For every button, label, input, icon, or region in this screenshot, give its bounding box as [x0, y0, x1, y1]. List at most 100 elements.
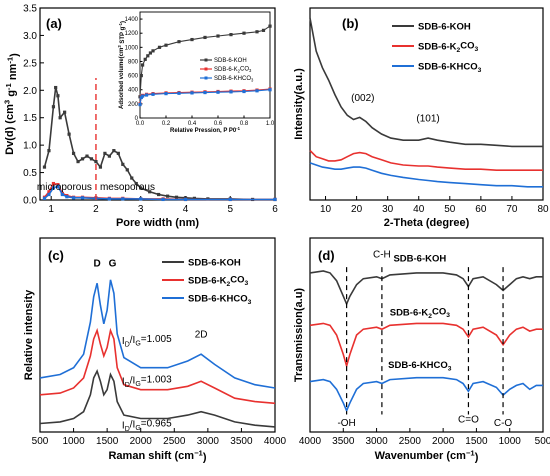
- panel-a-inset-legend-label: SDB-6-KHCO3: [214, 76, 254, 82]
- panel-a-series-1-point: [47, 190, 51, 194]
- panel-c-legend-label-part: 3: [248, 299, 252, 306]
- panel-a-xtick-label: 5: [227, 204, 233, 215]
- panel-a-ylabel-part: nm: [7, 63, 19, 83]
- panel-c-xtick-label: 4000: [264, 436, 287, 447]
- panel-d-band-ch: C-H: [373, 249, 391, 260]
- panel-a-series-2-point: [107, 197, 111, 201]
- panel-c-ratio-0-part: /I: [130, 335, 136, 346]
- panel-a-ytick-label: 2.0: [23, 86, 37, 97]
- panel-b-xtick-label: 30: [382, 204, 394, 215]
- panel-a-series-0-point: [139, 186, 143, 190]
- panel-c-band-2d: 2D: [195, 329, 208, 340]
- panel-a-inset-series-2-point: [138, 102, 142, 107]
- panel-c-band-d: D: [93, 258, 100, 269]
- panel-d-series-label-1: SDB-6-K2CO3: [390, 307, 450, 320]
- panel-a-inset-xlabel: Relative Pression, P P0-1: [170, 126, 241, 134]
- panel-d-xtick-label: 4000: [299, 436, 322, 447]
- panel-a-inset-ytick-label: 1400: [125, 17, 139, 23]
- panel-b-legend-label: SDB-6-KHCO3: [418, 62, 482, 74]
- panel-a-inset-series-0-point: [203, 35, 207, 40]
- panel-c-xtick-label: 1500: [96, 436, 119, 447]
- panel-a-series-1-point: [56, 183, 60, 187]
- panel-a-inset-legend-label-part: 3: [249, 68, 252, 73]
- panel-b-tag: (b): [342, 16, 359, 31]
- panel-a-series-2-point: [47, 192, 51, 197]
- panel-c-xtick-label: 1000: [62, 436, 85, 447]
- panel-a-inset-ytick-label: 400: [128, 88, 139, 94]
- panel-a-series-2-point: [80, 196, 85, 200]
- panel-a-series-0-point: [56, 94, 60, 98]
- panel-a-series-0-point: [47, 149, 51, 153]
- panel-c-ratio-1-part: /I: [130, 376, 136, 387]
- panel-a-inset-series-0-point: [268, 24, 272, 28]
- panel-a-inset-series-0-point: [148, 51, 152, 55]
- panel-c-ylabel: Relative intensity: [23, 289, 35, 380]
- panel-a-inset-series-0-point: [177, 40, 181, 44]
- panel-a-inset-series-2-point: [141, 94, 145, 98]
- panel-a-inset-series-0-point: [141, 63, 145, 67]
- panel-b-legend-label-part: 3: [478, 67, 482, 74]
- panel-a-ylabel: Dv(d) (cm3 g-1 nm-1): [3, 53, 21, 155]
- panel-a-tag: (a): [46, 16, 62, 31]
- panel-a-series-2-point: [161, 197, 165, 202]
- panel-d-xtick-label: 1500: [465, 436, 488, 447]
- panel-a-inset-series-0-point: [139, 74, 143, 78]
- panel-a-xtick-label: 1: [48, 204, 54, 215]
- panel-a-series-0-point: [134, 181, 138, 186]
- panel-a-series-2-point: [139, 197, 143, 201]
- panel-a-inset-xtick-label: 0.0: [136, 121, 145, 127]
- panel-a-ytick-label: 0.5: [23, 168, 37, 179]
- panel-a-inset-series-0-point: [242, 31, 246, 35]
- panel-a-series-0-line: [43, 87, 275, 201]
- panel-a-inset-legend-marker: [204, 76, 208, 80]
- panel-d-series-label-0-part: SDB-6-KOH: [393, 253, 446, 264]
- panel-b-xtick-label: 10: [320, 204, 332, 215]
- panel-a-xtick-label: 2: [93, 204, 99, 215]
- panel-c-tag: (c): [48, 248, 64, 263]
- panel-a-inset-series-2-point: [151, 92, 155, 96]
- panel-d-series-label-1-part: 2: [428, 313, 432, 320]
- panel-a-series-0-point: [192, 196, 197, 200]
- panel-a-inset-ylabel-part: -1: [118, 22, 123, 26]
- panel-a-inset-series-0-point: [190, 37, 194, 42]
- panel-a-ylabel-part: g: [5, 90, 17, 100]
- panel-d-series-1-line: [309, 322, 543, 369]
- panel-a-inset-series-2-point: [164, 92, 168, 96]
- panel-a-series-2-point: [51, 186, 56, 190]
- panel-a-series-2-point: [60, 192, 64, 197]
- panel-b-legend-label-part: 2: [457, 47, 461, 54]
- panel-a-series-0-point: [51, 105, 56, 109]
- panel-a-series-0-point: [103, 151, 107, 155]
- panel-a-inset-series-0-point: [216, 34, 220, 38]
- panel-a-inset-series-2-point: [216, 90, 220, 94]
- panel-c-legend-label-part: SDB-6-K: [188, 276, 227, 287]
- panel-a-inset-legend-label: SDB-6-K2CO3: [214, 66, 252, 73]
- panel-a-inset-ylabel-part: ): [121, 21, 127, 23]
- panel-b-frame: [309, 7, 544, 201]
- panel-d-series-label-2: SDB-6-KHCO3: [388, 360, 452, 372]
- panel-a-inset-series-0-point: [261, 28, 266, 32]
- panel-d-series-2-line: [309, 376, 543, 413]
- panel-d-xlabel: Wavenumber (cm−1): [375, 449, 479, 464]
- panel-a-inset-series-2-point: [190, 91, 194, 95]
- panel-c-xtick-label: 3500: [230, 436, 253, 447]
- panel-d: 4000 3500 3000 2500 2000 1500 1000 500 (d) C-H -OH…: [293, 237, 550, 464]
- panel-d-series-label-1-part: 3: [446, 312, 450, 319]
- panel-b-xlabel: 2-Theta (degree): [384, 217, 470, 229]
- panel-a-inset-legend-label-part: SDB-6-K: [214, 67, 238, 73]
- panel-b-xtick-label: 20: [351, 204, 363, 215]
- panel-a-inset-ylabel: Adsorbed volume(cm3 STP g-1): [117, 21, 127, 109]
- panel-c-band-g: G: [109, 258, 117, 269]
- panel-c-ratio-2-part: /I: [130, 420, 136, 431]
- panel-c-xlabel: Raman shift (cm−1): [108, 449, 206, 464]
- panel-a-inset-legend-label-part: 3: [251, 77, 254, 82]
- panel-a-series-2-point: [121, 197, 125, 201]
- panel-a-series-0-point: [174, 195, 179, 199]
- panel-a-inset-ytick-label: 600: [128, 74, 139, 80]
- panel-a-series-0-point: [157, 192, 161, 197]
- panel-d-xtick-label: 1000: [499, 436, 522, 447]
- panel-a-inset-legend-label: SDB-6-KOH: [214, 58, 247, 64]
- panel-c-ratio-1-part: G: [135, 381, 140, 388]
- panel-a-inset-xtick-label: 0.2: [162, 121, 171, 127]
